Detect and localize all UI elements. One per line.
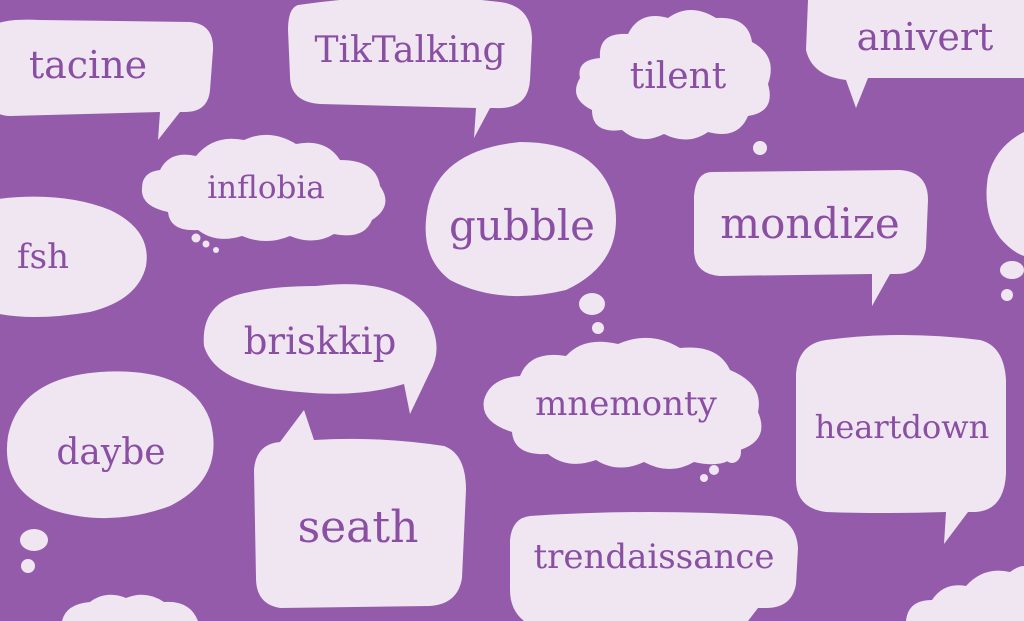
speech-bubble-mondize [694,170,928,306]
speech-bubble-trendaissance [510,512,798,621]
speech-bubble-seath [254,410,466,608]
word-trendaissance: trendaissance [533,537,774,577]
word-mnemonty: mnemonty [535,384,718,424]
speech-bubble-anivert [806,0,1024,108]
word-inflobia: inflobia [207,170,324,206]
word-tacine: tacine [29,43,147,87]
word-heartdown: heartdown [815,408,990,446]
speech-bubble-tacine [0,19,214,140]
thought-bubble-partial-bottom-left [62,594,198,621]
word-tiktalking: TikTalking [314,30,505,71]
word-seath: seath [298,502,419,553]
word-gubble: gubble [449,201,595,250]
thought-bubble-daybe [6,371,214,573]
thought-bubble-partial-right [986,132,1024,301]
word-anivert: anivert [857,15,994,59]
speech-bubble-fsh [0,196,147,317]
thought-bubble-mnemonty [483,337,762,482]
speech-bubble-briskkip [203,284,437,414]
word-briskkip: briskkip [244,320,397,363]
word-daybe: daybe [56,432,165,473]
word-fsh: fsh [17,237,69,277]
thought-bubble-partial-bottom-right [906,566,1024,621]
bubble-labels: tacine TikTalking tilent anivert inflobi… [17,15,993,577]
word-tilent: tilent [630,56,727,97]
thought-bubble-gubble [425,142,616,334]
speech-bubble-heartdown [796,335,1006,544]
word-mondize: mondize [720,199,899,248]
speech-bubble-tiktalking [288,0,532,138]
thought-bubble-tilent [576,10,771,155]
thought-bubble-inflobia [141,134,386,253]
